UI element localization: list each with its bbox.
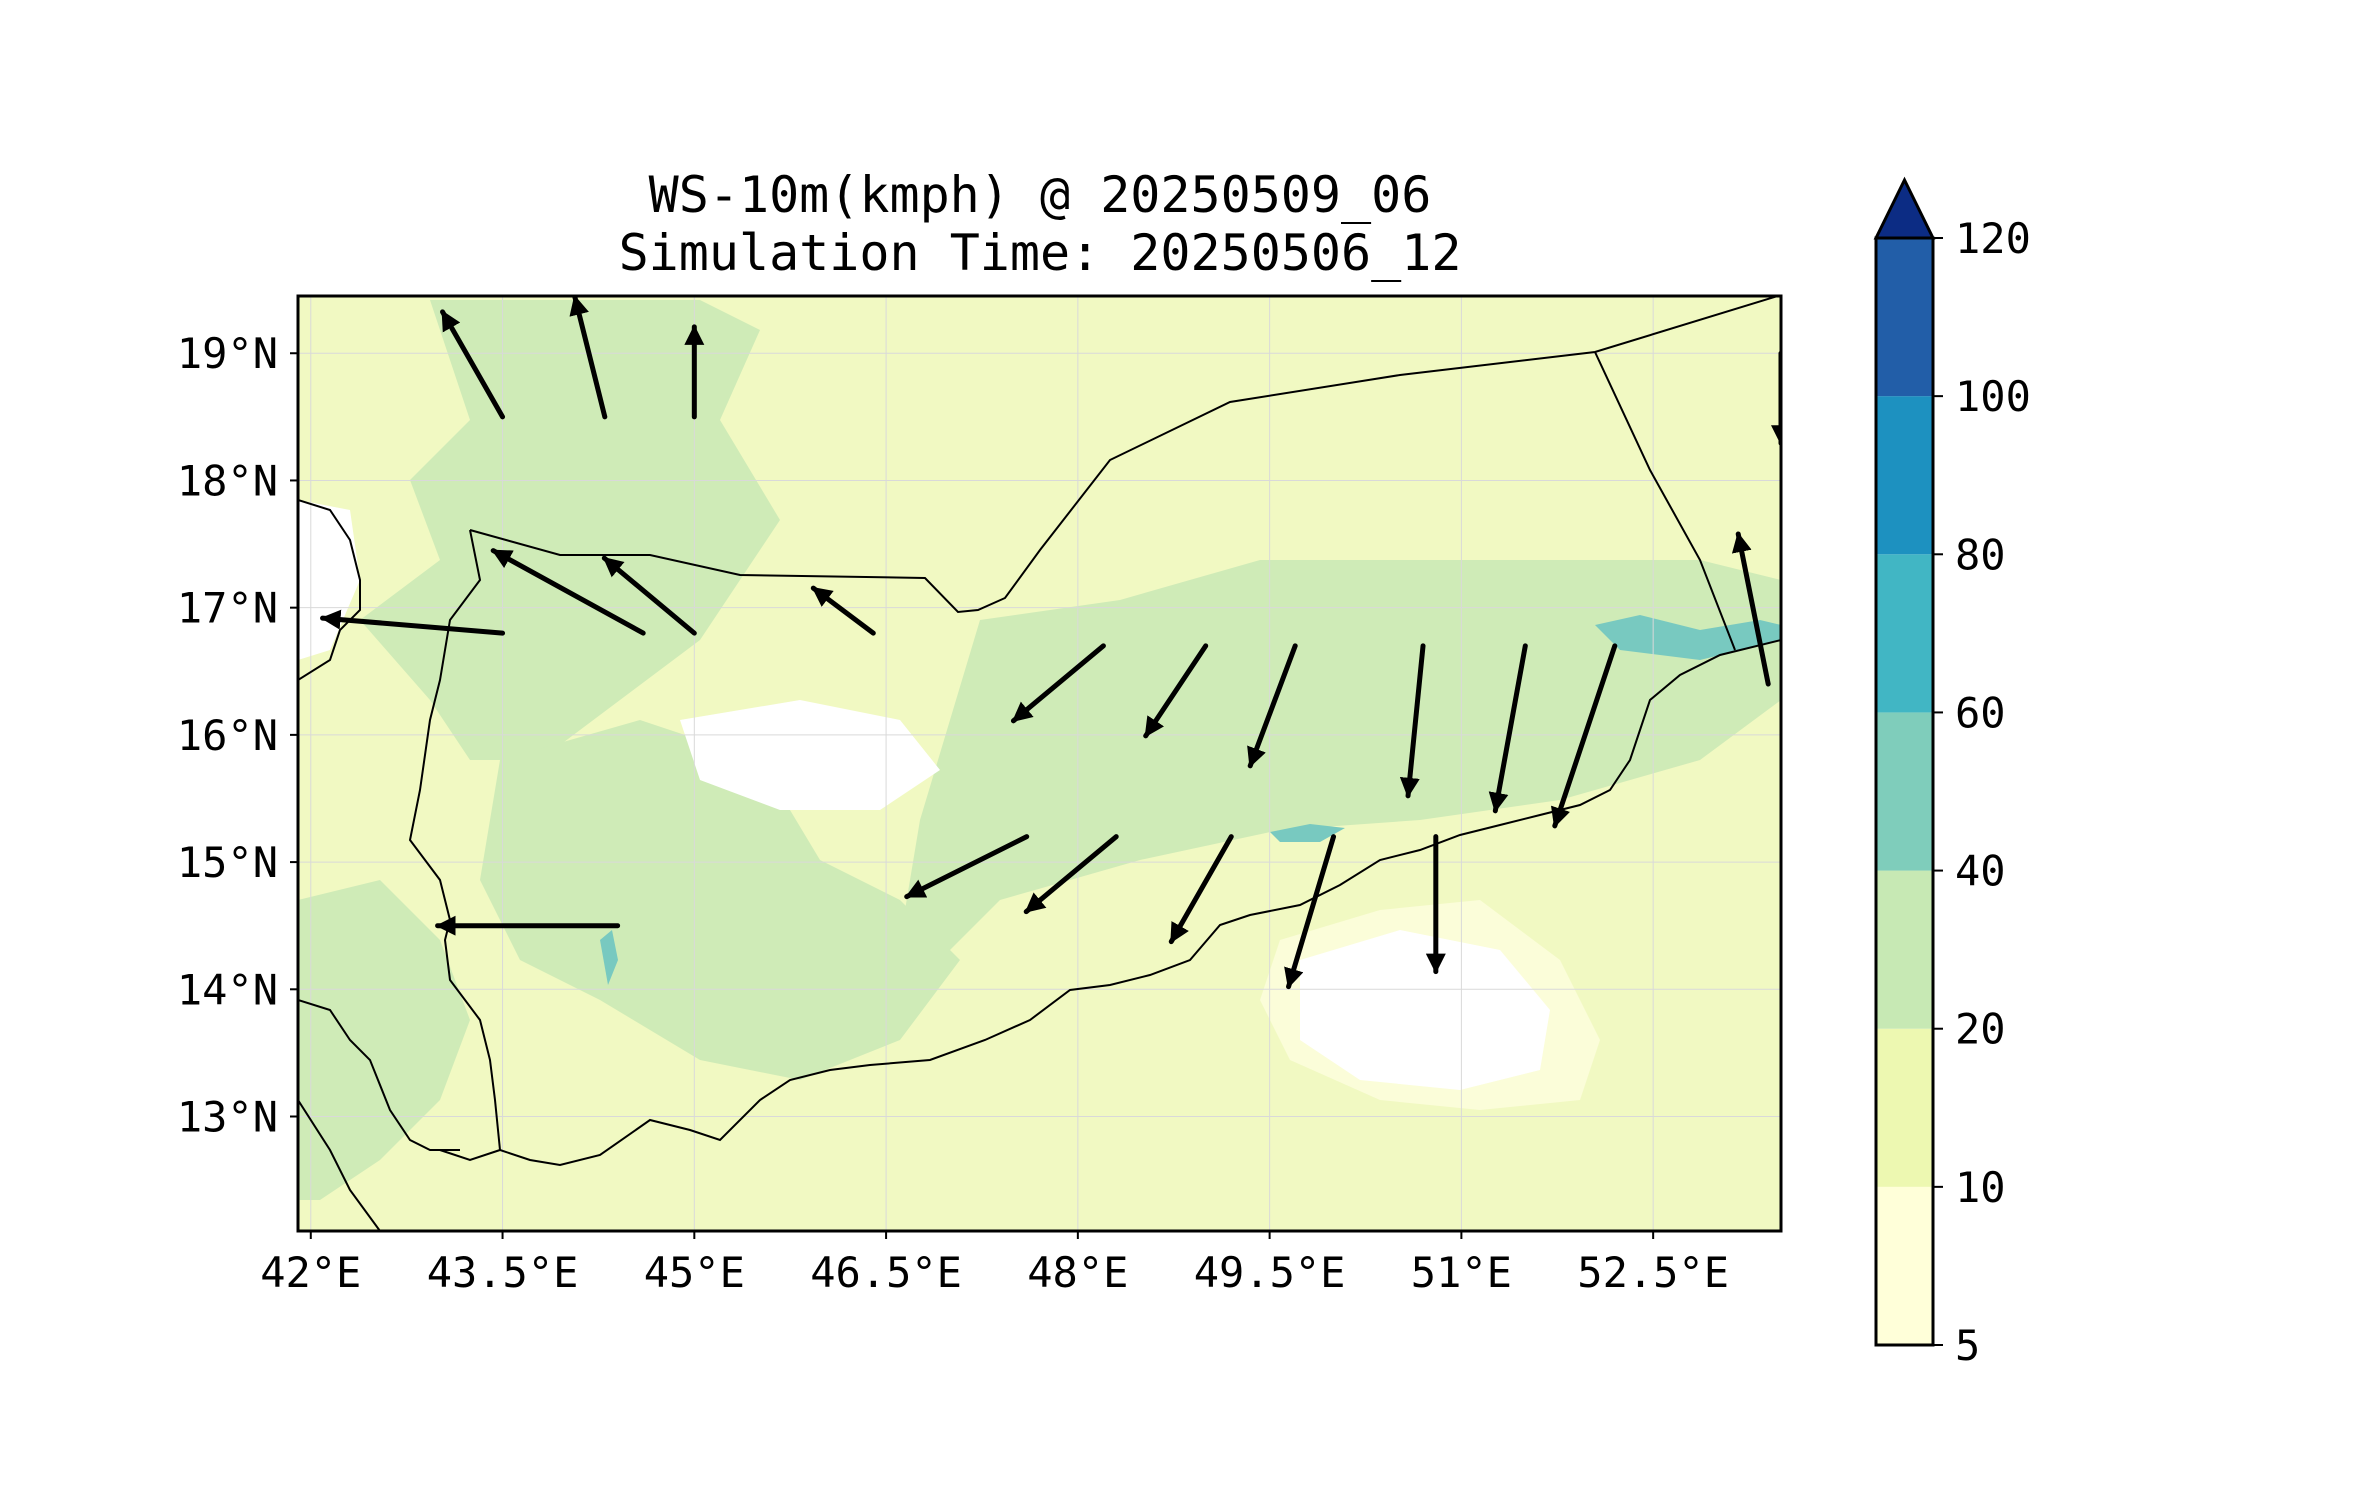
colorbar-tick-label: 60	[1955, 688, 2006, 737]
lat-tick-label: 17°N	[177, 584, 278, 633]
red-sea-coast-west	[298, 499, 361, 681]
wind-vectors	[320, 296, 1781, 990]
wind-vector	[1168, 834, 1234, 945]
contour-20-40-west	[480, 720, 960, 1080]
contour-20-40-coast	[298, 880, 470, 1200]
lat-tick-label: 16°N	[177, 711, 278, 760]
wind-vector	[440, 309, 506, 420]
colorbar-segment	[1876, 1028, 1933, 1187]
lon-tick-label: 46.5°E	[810, 1248, 962, 1297]
eritrea-coast	[298, 999, 460, 1151]
colorbar-tick-label: 80	[1955, 530, 2006, 579]
lat-tick-label: 15°N	[177, 838, 278, 887]
lat-tick-label: 18°N	[177, 456, 278, 505]
lon-tick-label: 51°E	[1411, 1248, 1512, 1297]
chart-title-line1: WS-10m(kmph) @ 20250509_06	[649, 166, 1432, 224]
map-frame	[296, 294, 1783, 1233]
lat-tick-label: 14°N	[177, 965, 278, 1014]
lat-axis: 19°N 18°N 17°N 16°N 15°N 14°N 13°N	[177, 329, 298, 1142]
colorbar: 5 10 20 40 60 80 100 120	[1873, 176, 2031, 1370]
lat-tick-label: 19°N	[177, 329, 278, 378]
wind-vector	[320, 609, 506, 636]
lon-tick-label: 45°E	[644, 1248, 745, 1297]
colorbar-segment	[1876, 1186, 1933, 1345]
colorbar-segment	[1876, 238, 1933, 397]
wind-vector	[490, 548, 646, 636]
colorbar-tick-label: 5	[1955, 1321, 1980, 1370]
colorbar-tick-label: 120	[1955, 214, 2031, 263]
colorbar-segment	[1876, 554, 1933, 713]
colorbar-tick-label: 40	[1955, 847, 2006, 896]
djibouti-border	[298, 1099, 381, 1231]
colorbar-segment	[1876, 712, 1933, 871]
lon-tick-label: 48°E	[1027, 1248, 1128, 1297]
speed-contours	[298, 300, 1781, 1200]
colorbar-tick-label: 10	[1955, 1163, 2006, 1212]
colorbar-tick-label: 100	[1955, 372, 2031, 421]
contour-below-5-west	[298, 500, 360, 660]
wind-vector	[601, 555, 697, 636]
wind-vector	[1399, 643, 1426, 799]
oman-border	[1594, 351, 1736, 651]
wind-vector	[1010, 643, 1106, 724]
lon-tick-label: 42°E	[260, 1248, 361, 1297]
wind-vector	[1551, 643, 1618, 829]
colorbar-extend-arrow	[1873, 176, 1936, 240]
wind-vector	[1284, 834, 1337, 990]
contour-40-60-west	[600, 930, 618, 985]
wind-vector	[1731, 531, 1771, 687]
wind-vector	[1247, 643, 1298, 769]
wind-vector	[1143, 643, 1209, 739]
colorbar-frame	[1874, 236, 1935, 1347]
lon-tick-label: 43.5°E	[427, 1248, 579, 1297]
wind-vector	[810, 585, 876, 636]
colorbar-segment	[1876, 396, 1933, 555]
lon-axis: 42°E 43.5°E 45°E 46.5°E 48°E 49.5°E 51°E 52.5°E	[260, 1231, 1729, 1297]
inland-border-east	[439, 1149, 501, 1162]
wind-vector	[904, 834, 1030, 900]
graticule	[298, 296, 1781, 1231]
wind-vector	[569, 296, 608, 420]
contour-20-40-band	[900, 560, 1781, 960]
wind-vector	[1488, 643, 1528, 814]
contour-40-60-central	[1270, 824, 1345, 842]
colorbar-segment	[1876, 870, 1933, 1029]
contour-20-40-north	[360, 300, 780, 760]
chart-title-line2: Simulation Time: 20250506_12	[619, 224, 1462, 282]
lon-tick-label: 52.5°E	[1577, 1248, 1729, 1297]
map-panel	[298, 296, 1781, 1231]
saudi-yemen-border	[469, 296, 1781, 614]
contour-below-5-east	[1300, 930, 1550, 1090]
lon-tick-label: 49.5°E	[1194, 1248, 1346, 1297]
lat-tick-label: 13°N	[177, 1093, 278, 1142]
contour-below-5-central	[680, 700, 940, 810]
colorbar-tick-label: 20	[1955, 1005, 2006, 1054]
wind-vector	[1023, 834, 1119, 915]
